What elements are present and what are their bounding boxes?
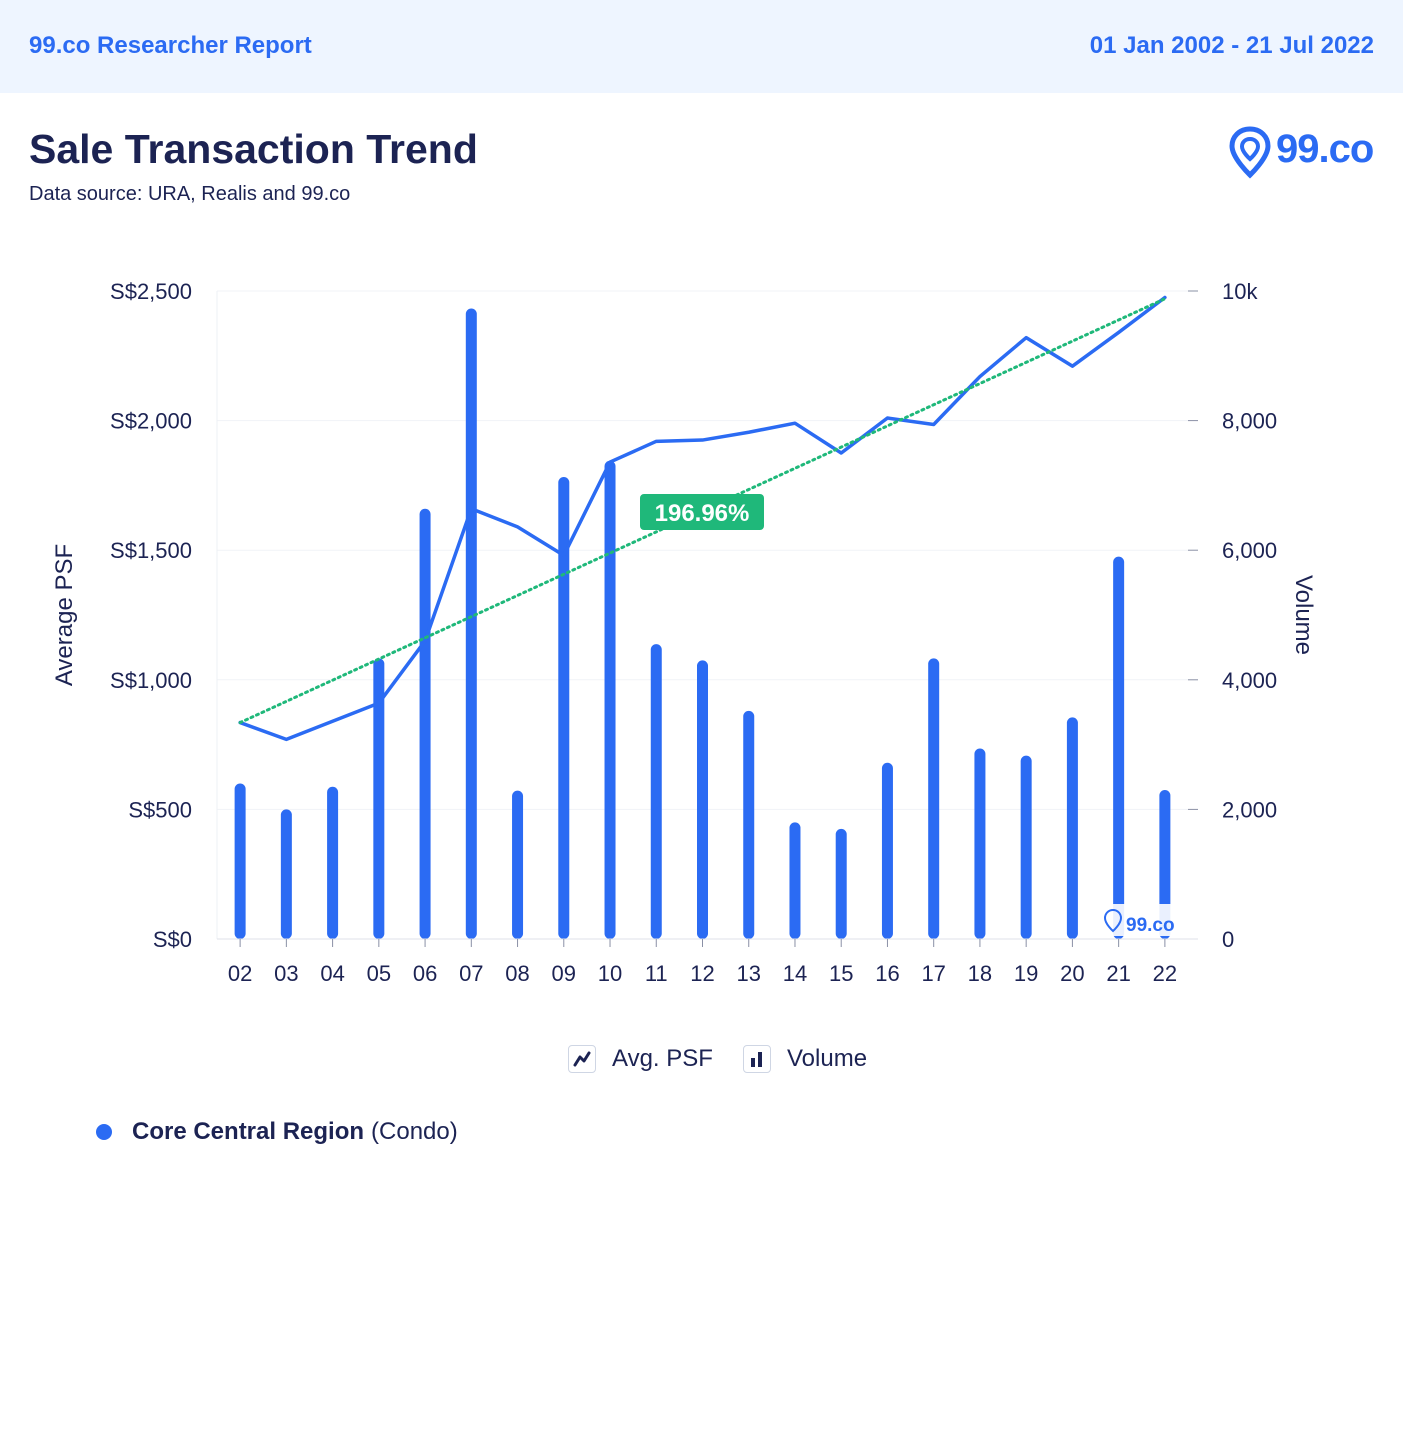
x-tick-label: 04 [320,961,344,986]
x-tick-label: 10 [598,961,622,986]
brand-wordmark: 99.co [1276,127,1374,171]
legend-label-volume: Volume [787,1045,868,1072]
y-left-axis-title: Average PSF [51,544,78,686]
volume-bar [604,460,616,939]
trend-badge [640,494,764,530]
volume-bar [1066,717,1078,939]
report-title: 99.co Researcher Report [29,32,312,59]
volume-bar [1113,556,1125,939]
x-tick-label: 09 [552,961,576,986]
watermark-text: 99.co [1126,915,1175,936]
chart: S$0 S$500 S$1,000 S$1,500 S$2,000 S$2,500 0 2,0… [51,279,1317,986]
x-tick-label: 11 [645,961,668,986]
volume-bar [234,783,246,939]
bar-chart-icon [743,1045,771,1073]
volume-bar [465,308,477,940]
report-date-range: 01 Jan 2002 - 21 Jul 2022 [1089,32,1374,59]
y-left-tick-label: S$1,500 [110,538,192,563]
legend-label-avg-psf: Avg. PSF [612,1045,713,1072]
volume-bar [512,790,524,939]
avg-psf-line [238,295,1167,742]
x-tick-label: 02 [228,961,252,986]
y-left-tick-label: S$0 [153,927,192,952]
x-tick-label: 20 [1060,961,1084,986]
region-color-dot [96,1124,112,1140]
y-left-tick-label: S$2,000 [110,409,192,434]
volume-bar [280,809,292,939]
volume-bar [789,822,801,939]
x-tick-label: 18 [968,961,992,986]
y-right-tick-label: 4,000 [1222,668,1277,693]
y-right-tick-label: 10k [1222,279,1258,304]
volume-bar [419,508,431,939]
y-right-tick-label: 2,000 [1222,797,1277,822]
x-tick-label: 06 [413,961,437,986]
y-left-tick-label: S$500 [128,797,192,822]
x-tick-label: 14 [783,961,807,986]
x-tick-label: 17 [921,961,945,986]
legend-item-volume[interactable]: Volume [743,1045,867,1073]
y-left-tick-label: S$1,000 [110,668,192,693]
volume-bar [743,710,755,939]
report-header-bar: 99.co Researcher Report 01 Jan 2002 - 21… [0,0,1403,93]
region-type: (Condo) [371,1118,458,1145]
volume-bar [327,786,339,939]
volume-bar [650,644,662,939]
volume-bar [697,660,708,939]
volume-bar [1020,755,1032,939]
line-chart-icon [568,1045,596,1073]
x-tick-label: 08 [505,961,529,986]
x-tick-label: 12 [690,961,714,986]
volume-bar [835,828,847,939]
data-source: Data source: URA, Realis and 99.co [29,183,351,205]
watermark-pin-icon [1103,908,1123,933]
region-legend: Core Central Region (Condo) [96,1118,458,1146]
trend-badge-label: 196.96% [655,500,750,527]
chart-legend: Avg. PSF Volume [0,1045,1403,1085]
y-right-tick-label: 0 [1222,927,1234,952]
x-tick-label: 16 [875,961,899,986]
volume-bar [881,762,893,939]
x-tick-label: 19 [1014,961,1038,986]
volume-bar [928,658,940,939]
x-tick-label: 07 [459,961,483,986]
y-right-axis-title: Volume [1290,575,1317,655]
x-tick-label: 05 [367,961,391,986]
volume-bar [974,748,986,939]
x-tick-label: 21 [1106,961,1130,986]
y-right-tick-label: 6,000 [1222,538,1277,563]
brand-logo: 99.co [1228,125,1378,181]
x-tick-label: 03 [274,961,298,986]
volume-bar [558,476,570,939]
y-right-tick-label: 8,000 [1222,409,1277,434]
y-left-tick-label: S$2,500 [110,279,192,304]
legend-item-avg-psf[interactable]: Avg. PSF [568,1045,713,1073]
location-pin-icon [1229,126,1271,179]
x-tick-label: 13 [736,961,760,986]
x-tick-label: 22 [1153,961,1177,986]
x-tick-label: 15 [829,961,853,986]
region-name: Core Central Region [132,1118,365,1145]
volume-bar [373,658,385,939]
volume-bar [1159,789,1171,939]
page-title: Sale Transaction Trend [29,126,478,172]
